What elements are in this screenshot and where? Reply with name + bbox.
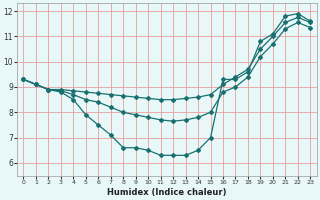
- X-axis label: Humidex (Indice chaleur): Humidex (Indice chaleur): [107, 188, 227, 197]
